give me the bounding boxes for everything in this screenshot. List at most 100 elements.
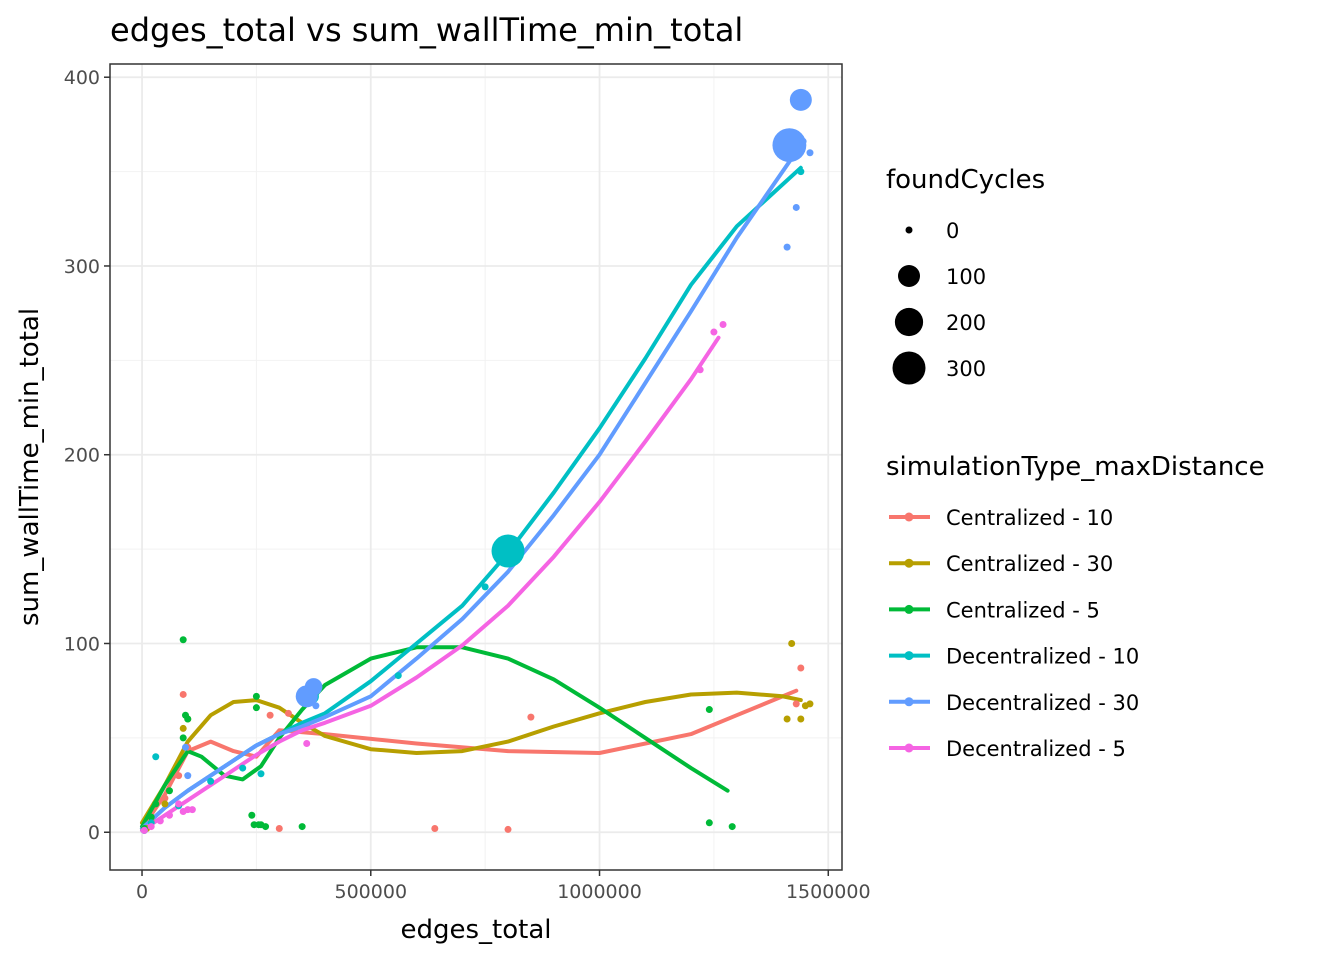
data-point [252, 692, 260, 700]
x-axis-title: edges_total [401, 915, 552, 945]
data-point [175, 772, 183, 780]
x-tick-label: 500000 [335, 881, 408, 903]
color-legend-label: Decentralized - 5 [946, 737, 1126, 761]
smooth-line [140, 690, 803, 825]
data-point [728, 823, 736, 831]
y-axis-title: sum_wallTime_min_total [15, 308, 45, 626]
data-point [156, 817, 164, 825]
y-tick-label: 300 [64, 256, 100, 278]
data-point [806, 700, 814, 708]
color-legend-label: Centralized - 10 [946, 506, 1113, 530]
data-point [152, 800, 160, 808]
data-point [179, 724, 187, 732]
data-point [710, 328, 718, 336]
chart-title: edges_total vs sum_wallTime_min_total [110, 11, 743, 49]
size-legend-items: 0 100 200 300 [892, 219, 986, 385]
data-point [705, 819, 713, 827]
data-point [788, 639, 796, 647]
plot-background [110, 64, 842, 870]
data-point [175, 800, 183, 808]
data-point [298, 823, 306, 831]
data-point [797, 168, 805, 176]
smooth-line [140, 335, 721, 833]
color-legend-dot [904, 512, 914, 522]
data-point [481, 583, 489, 591]
data-point [257, 770, 265, 778]
size-legend-key [892, 351, 926, 385]
size-legend-label: 100 [946, 265, 986, 289]
data-point [772, 128, 807, 163]
data-point [179, 636, 187, 644]
data-point [705, 706, 713, 714]
data-point [527, 713, 535, 721]
data-point [284, 709, 292, 717]
smooth-lines [140, 143, 803, 833]
color-legend-label: Centralized - 30 [946, 552, 1113, 576]
data-point [181, 743, 189, 751]
data-point [394, 672, 402, 680]
data-point [789, 88, 812, 111]
data-point [184, 772, 192, 780]
data-point [252, 704, 260, 712]
color-legend-label: Centralized - 5 [946, 598, 1100, 622]
color-legend-dot [904, 558, 914, 568]
data-point [147, 813, 155, 821]
data-point [179, 690, 187, 698]
data-point [262, 823, 270, 831]
size-legend-key [894, 307, 924, 337]
scatter-points [140, 88, 814, 834]
y-tick-label: 200 [64, 445, 100, 467]
data-point [491, 534, 525, 568]
data-point [266, 711, 274, 719]
data-point [797, 664, 805, 672]
data-point [304, 678, 323, 696]
data-point [431, 824, 439, 832]
data-point [806, 149, 814, 157]
size-legend-label: 300 [946, 357, 986, 381]
smooth-line [140, 143, 803, 831]
color-legend-label: Decentralized - 10 [946, 645, 1139, 669]
data-point [147, 823, 155, 831]
data-point [783, 715, 791, 723]
size-legend-label: 0 [946, 219, 959, 243]
data-point [792, 203, 800, 211]
data-point [312, 702, 320, 710]
data-point [239, 764, 247, 772]
y-tick-label: 400 [64, 67, 100, 89]
data-point [179, 734, 187, 742]
data-point [799, 137, 807, 145]
color-legend-dot [904, 604, 914, 614]
data-point [165, 787, 173, 795]
data-point [783, 243, 791, 251]
data-point [152, 753, 160, 761]
data-point [184, 715, 192, 723]
y-tick-label: 0 [88, 822, 100, 844]
size-legend-label: 200 [946, 311, 986, 335]
color-legend-dot [904, 651, 914, 661]
color-legend-items: Centralized - 10 Centralized - 30 Centrali… [889, 506, 1139, 761]
data-point [207, 777, 215, 785]
data-point [696, 366, 704, 374]
x-tick-label: 1000000 [557, 881, 642, 903]
color-legend-dot [904, 743, 914, 753]
grid-lines [110, 64, 842, 870]
smooth-line [140, 645, 730, 829]
data-point [504, 825, 512, 833]
size-legend-key [905, 226, 913, 234]
data-point [303, 740, 311, 748]
size-legend-key [897, 264, 921, 288]
data-point [161, 800, 169, 808]
data-point [719, 320, 727, 328]
data-point [792, 700, 800, 708]
data-point [140, 826, 148, 834]
data-point [275, 824, 283, 832]
data-point [161, 794, 169, 802]
data-point [165, 811, 173, 819]
data-point [248, 811, 256, 819]
y-tick-label: 100 [64, 633, 100, 655]
color-legend-dot [904, 697, 914, 707]
x-tick-label: 1500000 [786, 881, 871, 903]
axes: 0 500000 1000000 1500000 0 100 200 300 400 [64, 67, 871, 903]
legend: foundCycles 0 100 200 300 simulationType_ma… [886, 165, 1265, 761]
